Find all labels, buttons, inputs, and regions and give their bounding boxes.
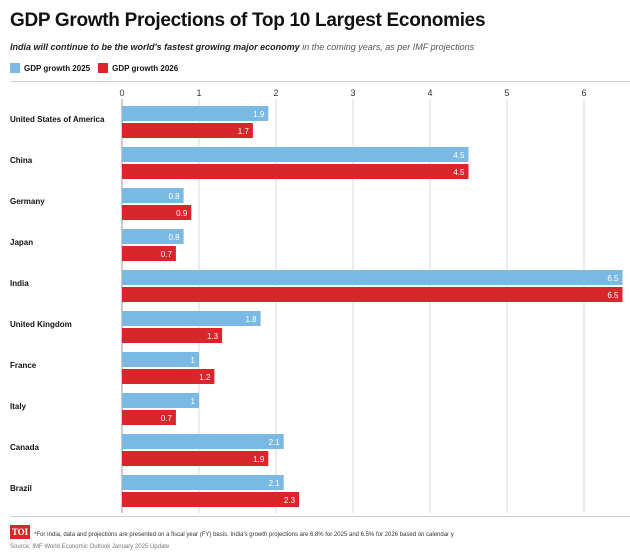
bar-value-label: 6.5 bbox=[607, 291, 619, 300]
bar-value-label: 6.5 bbox=[607, 274, 619, 283]
bar bbox=[122, 188, 184, 203]
bar bbox=[122, 492, 300, 507]
bar bbox=[122, 246, 176, 261]
bar bbox=[122, 393, 199, 408]
bar bbox=[122, 410, 176, 425]
legend-swatch-2026 bbox=[98, 63, 109, 73]
category-label: Canada bbox=[10, 443, 39, 452]
bar bbox=[122, 328, 223, 343]
category-label: Brazil bbox=[10, 484, 32, 493]
bar-value-label: 2.1 bbox=[269, 479, 281, 488]
category-label: Japan bbox=[10, 238, 33, 247]
bar bbox=[122, 106, 269, 121]
bar-value-label: 2.1 bbox=[269, 438, 281, 447]
bar bbox=[122, 164, 469, 179]
bar-value-label: 1.8 bbox=[245, 315, 257, 324]
bar bbox=[122, 369, 215, 384]
bottom-divider bbox=[10, 516, 630, 517]
bar-value-label: 4.5 bbox=[453, 151, 465, 160]
subtitle-bold: India will continue to be the world's fa… bbox=[10, 42, 300, 52]
bar-value-label: 0.8 bbox=[168, 233, 180, 242]
toi-logo: TOI bbox=[10, 525, 30, 539]
bar bbox=[122, 123, 253, 138]
source-note: Source: IMF World Economic Outlook Janua… bbox=[10, 544, 170, 550]
bar bbox=[122, 205, 192, 220]
x-tick-label: 6 bbox=[581, 88, 586, 98]
bar bbox=[122, 434, 284, 449]
x-tick-label: 1 bbox=[196, 88, 201, 98]
x-tick-label: 0 bbox=[119, 88, 124, 98]
top-divider bbox=[10, 81, 630, 82]
bar-value-label: 2.3 bbox=[284, 496, 296, 505]
bar bbox=[122, 451, 269, 466]
bar bbox=[122, 147, 469, 162]
bar bbox=[122, 287, 623, 302]
bar-value-label: 1.9 bbox=[253, 110, 265, 119]
category-label: Italy bbox=[10, 402, 27, 411]
bar-value-label: 1.7 bbox=[238, 127, 250, 136]
bar bbox=[122, 475, 284, 490]
legend-swatch-2025 bbox=[10, 63, 20, 73]
category-label: United Kingdom bbox=[10, 320, 72, 329]
bar-value-label: 0.9 bbox=[176, 209, 188, 218]
bar-value-label: 1 bbox=[191, 356, 196, 365]
x-tick-label: 5 bbox=[504, 88, 509, 98]
bar-value-label: 4.5 bbox=[453, 168, 465, 177]
subtitle-rest: in the coming years, as per IMF projecti… bbox=[299, 42, 475, 52]
bar bbox=[122, 352, 199, 367]
bar-value-label: 1.3 bbox=[207, 332, 219, 341]
legend-item-2025: GDP growth 2025 bbox=[10, 63, 90, 73]
bar bbox=[122, 311, 261, 326]
chart-subtitle: India will continue to be the world's fa… bbox=[10, 42, 474, 52]
category-label: Germany bbox=[10, 197, 45, 206]
bar-value-label: 1 bbox=[191, 397, 196, 406]
x-tick-label: 3 bbox=[350, 88, 355, 98]
category-label: France bbox=[10, 361, 37, 370]
bar bbox=[122, 270, 623, 285]
chart-title: GDP Growth Projections of Top 10 Largest… bbox=[10, 10, 486, 31]
bar-value-label: 0.7 bbox=[161, 250, 173, 259]
legend-label-2025: GDP growth 2025 bbox=[24, 63, 91, 73]
x-tick-label: 2 bbox=[273, 88, 278, 98]
x-tick-label: 4 bbox=[427, 88, 432, 98]
bar bbox=[122, 229, 184, 244]
bar-value-label: 1.9 bbox=[253, 455, 265, 464]
legend-item-2026: GDP growth 2026 bbox=[98, 63, 178, 73]
category-label: India bbox=[10, 279, 29, 288]
footnote: *For India, data and projections are pre… bbox=[34, 532, 454, 538]
category-label: United States of America bbox=[10, 115, 105, 124]
bar-value-label: 0.7 bbox=[161, 414, 173, 423]
category-label: China bbox=[10, 156, 33, 165]
bar-value-label: 0.8 bbox=[168, 192, 180, 201]
legend-label-2026: GDP growth 2026 bbox=[112, 63, 179, 73]
legend: GDP growth 2025 GDP growth 2026 bbox=[10, 63, 178, 73]
bar-value-label: 1.2 bbox=[199, 373, 211, 382]
